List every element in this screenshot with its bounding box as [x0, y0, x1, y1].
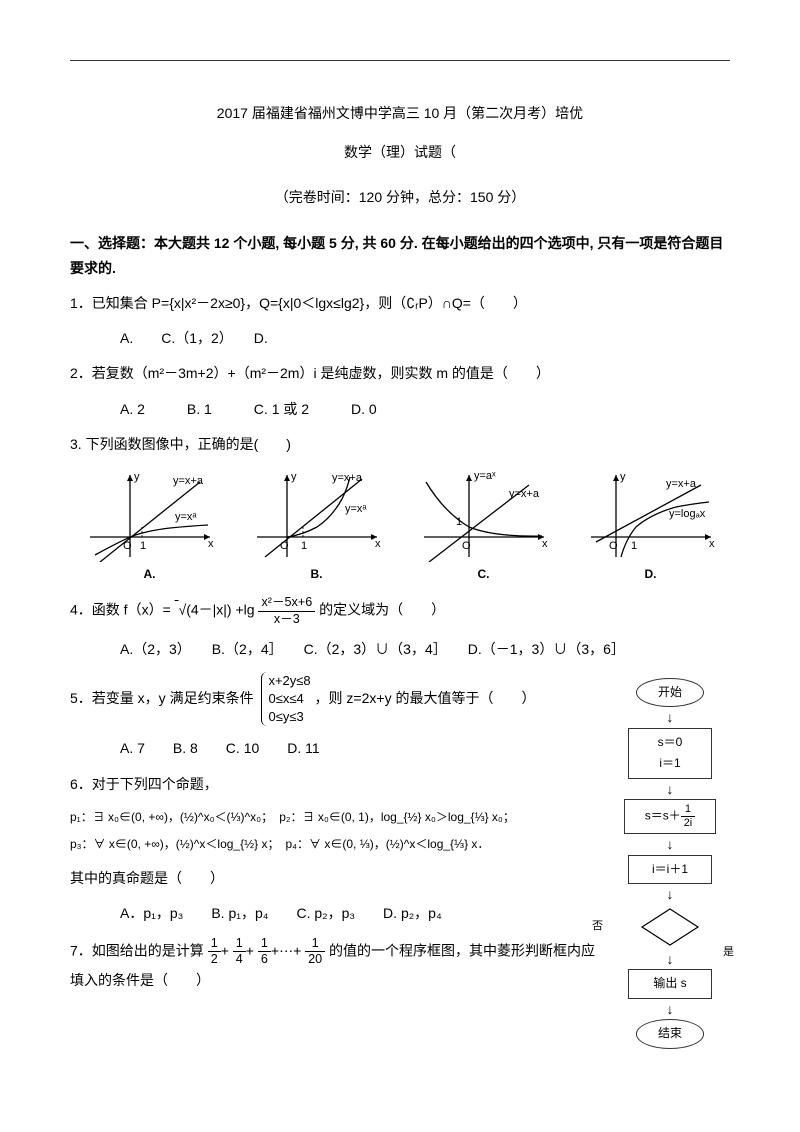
flow-end: 结束: [636, 1019, 704, 1049]
flow-decision: [640, 907, 700, 947]
svg-text:y: y: [291, 471, 297, 483]
flow-inc: i＝i＋1: [628, 855, 712, 885]
question-1: 1．已知集合 P={x|x²－2x≥0}，Q={x|0＜lgx≤lg2}，则（∁…: [70, 291, 730, 316]
svg-text:1: 1: [631, 540, 637, 552]
svg-text:y=xᵃ: y=xᵃ: [175, 511, 197, 523]
flowchart: 开始 ↓ s＝0 i＝1 ↓ s＝s＋12i ↓ i＝i＋1 ↓ 否 是 ↓ 输…: [610, 672, 730, 1055]
svg-text:y: y: [620, 471, 626, 483]
graph-b: O 1 x y y=x+a y=xᵃ B.: [237, 467, 396, 586]
svg-text:1: 1: [140, 540, 146, 552]
flow-output: 输出 s: [628, 969, 712, 999]
svg-text:y=x+a: y=x+a: [332, 472, 363, 484]
graph-options-row: O 1 x y y=x+a y=xᵃ A. O 1 x y y=x+a y=xᵃ…: [70, 467, 730, 586]
graph-c: O 1 x y=aˣ y=x+a C.: [404, 467, 563, 586]
svg-text:y=aˣ: y=aˣ: [474, 470, 496, 482]
svg-text:y=xᵃ: y=xᵃ: [345, 503, 367, 515]
svg-text:x: x: [542, 538, 548, 550]
question-4: 4．函数 f（x）= √(4－|x|) +lg x²－5x+6x－3 的定义域为…: [70, 595, 730, 626]
svg-text:x: x: [709, 538, 715, 550]
svg-text:O: O: [609, 540, 618, 552]
exam-timing: （完卷时间：120 分钟，总分：150 分）: [70, 185, 730, 210]
svg-text:O: O: [280, 540, 289, 552]
svg-text:y=x+a: y=x+a: [666, 478, 697, 490]
question-4-options: A.（2，3） B.（2，4］ C.（2，3）∪（3，4］ D.（－1，3）∪（…: [70, 637, 730, 662]
exam-subtitle: 数学（理）试题（: [70, 140, 730, 165]
svg-text:y: y: [134, 471, 140, 483]
svg-text:1: 1: [301, 540, 307, 552]
question-1-options: A. C.（1，2） D.: [70, 326, 730, 351]
question-2-options: A. 2 B. 1 C. 1 或 2 D. 0: [70, 397, 730, 422]
question-2: 2．若复数（m²－3m+2）+（m²－2m）i 是纯虚数，则实数 m 的值是（ …: [70, 361, 730, 386]
flow-step: s＝s＋12i: [624, 799, 716, 834]
svg-text:y=logₐx: y=logₐx: [669, 508, 706, 520]
graph-a: O 1 x y y=x+a y=xᵃ A.: [70, 467, 229, 586]
svg-text:y=x+a: y=x+a: [509, 488, 540, 500]
svg-text:x: x: [208, 538, 214, 550]
svg-text:x: x: [375, 538, 381, 550]
svg-text:1: 1: [456, 516, 462, 528]
flow-start: 开始: [636, 678, 704, 708]
svg-text:O: O: [462, 540, 471, 552]
svg-text:y=x+a: y=x+a: [173, 475, 204, 487]
question-3: 3. 下列函数图像中，正确的是( ): [70, 432, 730, 457]
section-heading: 一、选择题：本大题共 12 个小题, 每小题 5 分, 共 60 分. 在每小题…: [70, 231, 730, 281]
flow-init: s＝0 i＝1: [628, 728, 712, 779]
graph-d: O 1 x y y=x+a y=logₐx D.: [571, 467, 730, 586]
svg-text:O: O: [123, 540, 132, 552]
exam-title: 2017 届福建省福州文博中学高三 10 月（第二次月考）培优: [70, 101, 730, 126]
